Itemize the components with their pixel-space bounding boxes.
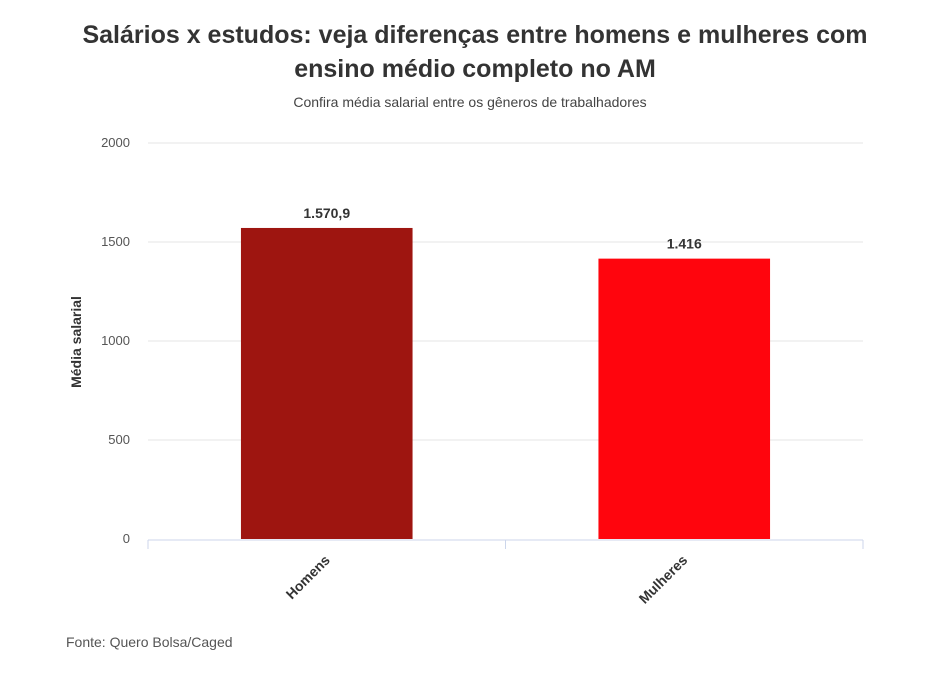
chart-subtitle: Confira média salarial entre os gêneros …	[293, 94, 646, 110]
data-labels: 1.570,9 1.416	[303, 205, 702, 252]
y-axis-ticks: 0 500 1000 1500 2000	[101, 135, 130, 546]
chart-title-line-2: ensino médio completo no AM	[294, 55, 656, 83]
bars	[240, 227, 771, 540]
bar-homens	[240, 227, 413, 540]
chart-title-line-1: Salários x estudos: veja diferenças entr…	[82, 21, 867, 49]
bar-mulheres	[598, 258, 771, 539]
x-axis	[147, 539, 864, 549]
y-tick-label: 1000	[101, 333, 130, 348]
x-axis-categories: Homens Mulheres	[283, 552, 691, 607]
x-category-label: Mulheres	[636, 552, 691, 607]
data-label: 1.570,9	[303, 205, 350, 221]
y-tick-label: 1500	[101, 234, 130, 249]
y-axis-label: Média salarial	[68, 296, 84, 388]
source-note: Fonte: Quero Bolsa/Caged	[66, 634, 233, 650]
y-tick-label: 0	[123, 531, 130, 546]
y-tick-label: 500	[108, 432, 130, 447]
data-label: 1.416	[667, 236, 702, 252]
y-tick-label: 2000	[101, 135, 130, 150]
x-category-label: Homens	[283, 552, 334, 603]
